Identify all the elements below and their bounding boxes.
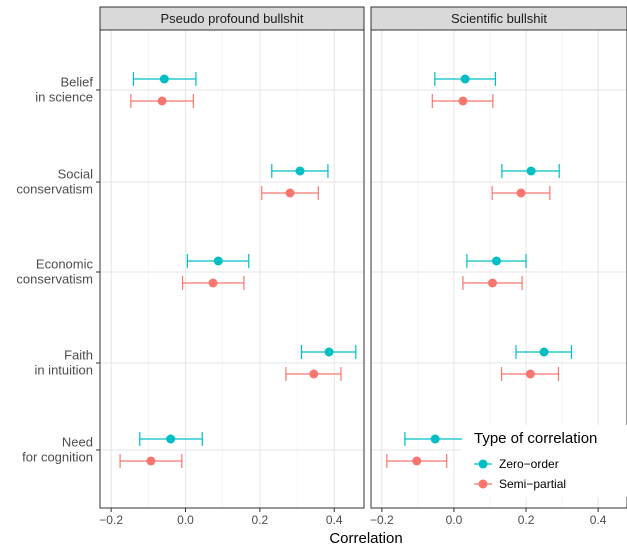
data-point: [324, 347, 334, 357]
legend-title: Type of correlation: [474, 430, 597, 447]
data-point: [525, 369, 535, 379]
data-point: [460, 74, 470, 84]
data-point: [412, 456, 422, 466]
data-point: [491, 256, 501, 266]
y-tick-label: Faith in intuition: [34, 348, 93, 378]
data-point: [146, 456, 156, 466]
x-tick-label: −0.2: [370, 513, 394, 527]
data-point: [309, 369, 319, 379]
x-tick-label: 0.2: [518, 513, 535, 527]
panel-title: Pseudo profound bullshit: [160, 11, 303, 26]
data-point: [285, 188, 295, 198]
legend-background: [462, 425, 627, 497]
data-point: [430, 434, 440, 444]
data-point: [213, 256, 223, 266]
legend-label: Zero−order: [499, 457, 559, 471]
x-tick-label: 0.0: [177, 513, 194, 527]
data-point: [159, 74, 169, 84]
data-point: [166, 434, 176, 444]
x-tick-label: −0.2: [99, 513, 123, 527]
x-tick-label: 0.2: [252, 513, 269, 527]
legend-label: Semi−partial: [499, 477, 566, 491]
x-axis-title: Correlation: [329, 530, 402, 547]
y-tick-label: Belief in science: [35, 75, 93, 105]
panel-border: [370, 29, 627, 509]
legend: Type of correlation Zero−order Semi−partia…: [462, 425, 627, 497]
plot-area: [100, 30, 364, 508]
data-point: [295, 166, 305, 176]
x-tick-label: 0.0: [446, 513, 463, 527]
data-point: [488, 278, 498, 288]
panel-border: [99, 29, 365, 509]
x-tick-label: 0.4: [590, 513, 607, 527]
x-tick-label: 0.4: [326, 513, 343, 527]
data-point: [208, 278, 218, 288]
data-point: [539, 347, 549, 357]
data-point: [516, 188, 526, 198]
y-tick-label: Economic conservatism: [16, 257, 93, 287]
data-point: [526, 166, 536, 176]
data-point: [458, 96, 468, 106]
y-tick-label: Need for cognition: [22, 435, 93, 465]
legend-key: [474, 459, 492, 469]
data-point: [157, 96, 167, 106]
panel-title: Scientific bullshit: [451, 11, 547, 26]
panel-1: Pseudo profound bullshit −0.2 0.0 0.2 0.4: [99, 6, 365, 527]
y-tick-label: Social conservatism: [16, 167, 93, 197]
legend-key: [474, 479, 492, 489]
